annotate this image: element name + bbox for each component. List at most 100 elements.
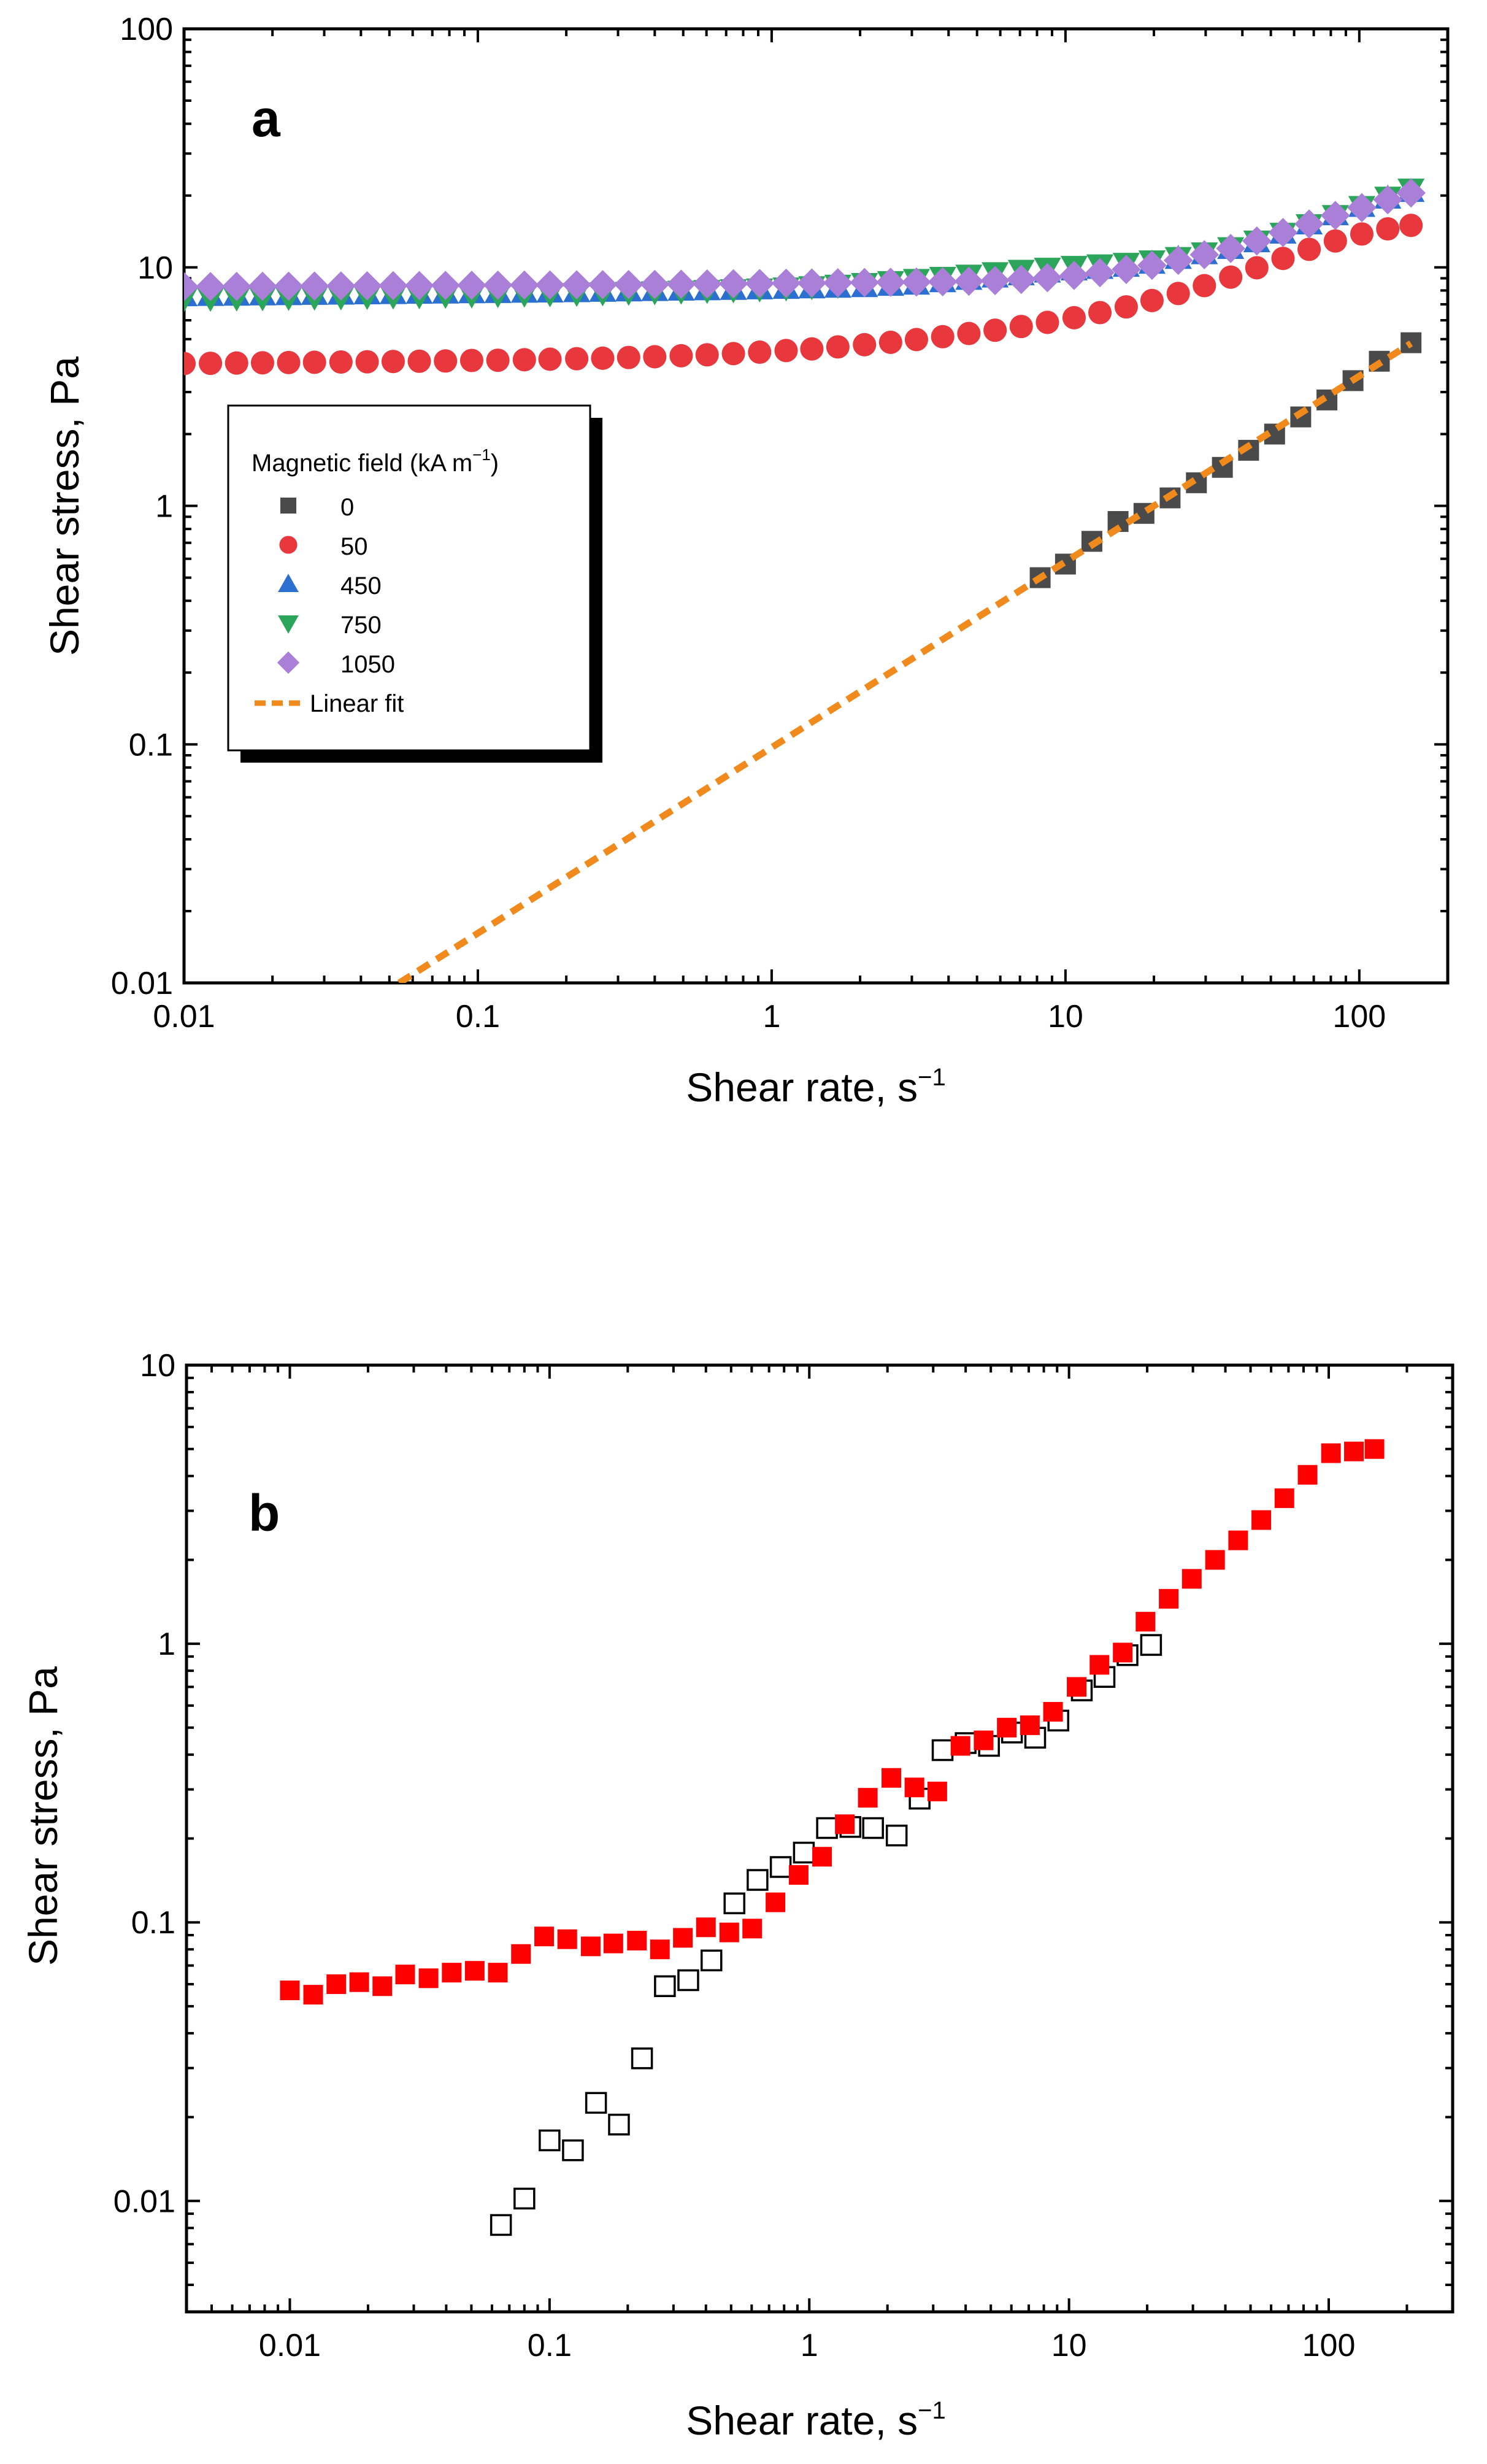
legend-label: 0 <box>340 494 354 521</box>
data-point <box>1373 185 1403 215</box>
data-point <box>980 266 1010 296</box>
data-point <box>617 345 640 369</box>
data-point <box>1135 1612 1156 1632</box>
data-point <box>613 269 644 299</box>
data-point <box>1163 245 1193 275</box>
legend-title-sup: −1 <box>472 445 491 464</box>
data-point <box>1043 1701 1063 1722</box>
data-point <box>1251 1510 1272 1530</box>
data-point <box>800 337 824 361</box>
x-tick-label: 1 <box>763 999 780 1034</box>
data-point <box>669 344 693 368</box>
data-point <box>562 270 591 299</box>
legend-title-text: Magnetic field (kA m <box>252 450 472 477</box>
legend-entry: 50 <box>279 533 368 560</box>
plot-area-a <box>184 178 1426 983</box>
data-point <box>826 335 850 359</box>
data-point <box>1268 218 1298 247</box>
x-axis-label-b-text: Shear rate, s <box>686 2398 918 2443</box>
x-axis-label-b: Shear rate, s−1 <box>686 2397 945 2443</box>
x-tick-label: 0.01 <box>259 2328 321 2363</box>
data-point <box>745 269 775 298</box>
x-axis-label-b-sup: −1 <box>918 2397 946 2424</box>
y-tick-label: 1 <box>158 1627 175 1662</box>
data-point <box>1032 263 1062 293</box>
data-point <box>248 271 277 301</box>
data-point <box>742 1919 763 1939</box>
data-point <box>1321 1443 1341 1463</box>
data-point <box>608 2114 630 2136</box>
data-point <box>1140 1634 1162 1656</box>
data-point <box>378 271 408 301</box>
data-point <box>673 1928 693 1948</box>
data-point <box>184 272 199 302</box>
data-point <box>721 342 745 366</box>
y-tick-label: 0.01 <box>113 2184 175 2219</box>
legend-swatch <box>280 498 296 514</box>
legend-entry: 450 <box>278 572 382 599</box>
plot-area-b <box>280 1439 1385 2236</box>
data-point <box>512 348 536 372</box>
series-open <box>490 1634 1162 2236</box>
data-point <box>404 271 434 301</box>
data-point <box>1059 261 1089 290</box>
data-point <box>557 1929 577 1949</box>
ticks-a: 0.01 0.1 1 10 100 0.01 0.1 1 10 100 <box>111 12 1449 1034</box>
linear-fit-line <box>397 341 1413 983</box>
legend-swatch <box>277 651 300 674</box>
data-point <box>904 328 928 352</box>
data-point <box>431 271 461 300</box>
data-point <box>718 269 748 299</box>
data-point <box>1396 178 1426 208</box>
panel-label-b: b <box>248 1484 280 1542</box>
marks-b <box>280 1439 1385 2236</box>
data-point <box>719 1922 739 1942</box>
data-point <box>1036 310 1059 334</box>
data-point <box>250 351 275 375</box>
data-point <box>434 349 458 373</box>
data-point <box>878 330 902 354</box>
data-point <box>1297 1465 1318 1485</box>
x-tick-label: 1 <box>801 2328 818 2363</box>
data-point <box>1189 240 1220 269</box>
data-point <box>1113 1642 1133 1663</box>
data-point <box>535 270 565 300</box>
legend-entry: 1050 <box>277 651 395 678</box>
x-tick-label: 10 <box>1048 999 1083 1034</box>
data-point <box>769 1856 792 1878</box>
data-point <box>1085 258 1115 288</box>
data-point <box>302 350 326 374</box>
x-tick-label: 0.1 <box>528 2328 572 2363</box>
data-point <box>1216 234 1245 263</box>
x-axis-label-a-sup: −1 <box>918 1064 946 1091</box>
legend-label: Linear fit <box>310 690 404 717</box>
data-point <box>902 267 931 297</box>
data-point <box>355 350 379 374</box>
legend-label: 750 <box>340 612 382 639</box>
legend-a: Magnetic field (kA m−1) 0 50 450 750 1050 Lin… <box>227 404 602 763</box>
legend-swatch <box>278 574 299 592</box>
data-point <box>1159 1588 1179 1609</box>
legend-label: 1050 <box>340 651 395 678</box>
data-point <box>459 348 483 372</box>
marks-a <box>184 178 1426 983</box>
data-point <box>1401 332 1422 353</box>
y-tick-label: 100 <box>120 12 173 47</box>
data-point <box>457 271 486 300</box>
data-point <box>931 325 955 348</box>
data-point <box>349 1972 369 1992</box>
data-point <box>280 1981 300 2001</box>
data-point <box>885 1824 908 1847</box>
y-tick-label: 0.1 <box>131 1905 175 1941</box>
data-point <box>1205 1550 1225 1570</box>
data-point <box>957 321 981 345</box>
legend-label: 50 <box>340 533 368 560</box>
data-point <box>1182 1569 1202 1589</box>
data-point <box>640 269 670 299</box>
data-point <box>588 270 618 299</box>
data-point <box>1242 226 1272 256</box>
panel-b: 0.01 0.1 1 10 100 0.01 0.1 1 10 b Shear rate, s−… <box>20 1348 1454 2443</box>
data-point <box>950 1736 970 1756</box>
data-point <box>858 1788 878 1808</box>
x-tick-label: 0.01 <box>153 999 215 1034</box>
